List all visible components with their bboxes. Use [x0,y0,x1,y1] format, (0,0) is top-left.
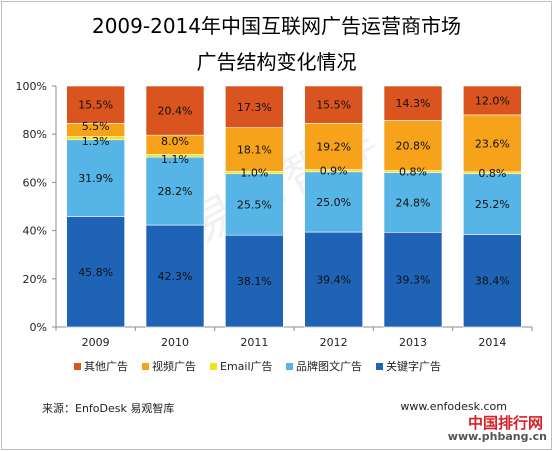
data-label: 39.3% [396,274,431,287]
data-label: 42.3% [158,270,193,283]
legend-label: Email广告 [220,360,273,373]
bar-segment [225,85,284,128]
x-tick-label: 2011 [240,336,268,349]
corner-watermark-cn: 中国排行网 [467,414,543,432]
data-label: 14.3% [396,97,431,110]
data-label: 20.8% [396,140,431,153]
bar-segment [225,127,284,172]
data-label: 17.3% [237,101,272,114]
legend-label: 关键字广告 [386,359,441,373]
bar-segment [225,234,284,328]
y-tick-label: 100% [16,80,47,93]
bar-segment [66,85,125,124]
data-label: 23.6% [475,137,510,150]
website-note: www.enfodesk.com [400,400,507,413]
data-label: 1.3% [82,135,110,148]
legend-swatch [74,363,81,370]
bar-segment [383,85,443,121]
bar-segment [383,231,443,328]
bar-segment [463,85,522,116]
data-label: 24.8% [396,196,431,209]
bar-segment [304,123,363,170]
x-tick-label: 2009 [82,336,110,349]
source-note: 来源：EnfoDesk 易观智库 [42,402,175,415]
bar-segment [463,173,522,235]
data-label: 25.5% [237,198,272,211]
data-label: 0.8% [399,166,427,179]
data-label: 15.5% [78,99,113,112]
legend-swatch [210,363,217,370]
x-tick-label: 2012 [320,336,348,349]
bar-segment [225,173,284,236]
data-label: 18.1% [237,144,272,157]
bar-segment [304,85,363,124]
y-tick-label: 0% [30,321,47,334]
data-label: 0.9% [320,165,348,178]
data-label: 15.5% [316,99,351,112]
data-label: 25.0% [316,196,351,209]
data-label: 12.0% [475,94,510,107]
legend-label: 视频广告 [152,359,196,373]
legend-swatch [142,363,149,370]
data-label: 19.2% [316,140,351,153]
data-label: 28.2% [158,185,193,198]
data-label: 1.0% [240,167,268,180]
bar-segment [463,234,522,328]
y-tick-label: 20% [23,273,47,286]
bar-segment [304,171,363,233]
chart-title: 2009-2014年中国互联网广告运营商市场 [91,14,461,38]
data-label: 31.9% [78,172,113,185]
bar-segment [66,216,125,328]
legend-swatch [376,363,383,370]
data-label: 8.0% [161,135,189,148]
bar-segment [145,85,205,136]
bar-segment [66,139,125,217]
data-label: 38.1% [237,275,272,288]
x-tick-label: 2013 [399,336,427,349]
data-label: 0.8% [478,167,506,180]
legend-label: 品牌图文广告 [296,359,362,373]
y-tick-label: 80% [23,128,47,141]
data-label: 39.4% [316,274,351,287]
corner-watermark-url: www.phbang.cn [447,430,547,443]
legend-swatch [286,363,293,370]
legend-label: 其他广告 [84,360,128,373]
data-label: 20.4% [158,105,193,118]
x-tick-label: 2014 [478,336,506,349]
y-tick-label: 40% [23,225,47,238]
bar-segment [463,114,522,173]
bar-segment [383,172,443,233]
chart-subtitle: 广告结构变化情况 [196,50,357,74]
bar-segment [383,120,443,171]
x-tick-label: 2010 [161,336,189,349]
data-label: 1.1% [161,153,189,166]
bar-segment [145,156,205,226]
data-label: 45.8% [78,266,113,279]
y-tick-label: 60% [23,176,47,189]
data-label: 38.4% [475,275,510,288]
data-label: 25.2% [475,198,510,211]
data-label: 5.5% [82,120,110,133]
